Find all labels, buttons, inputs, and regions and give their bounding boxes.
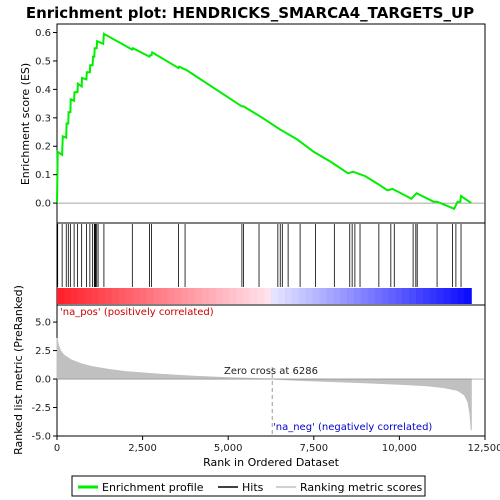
heat-bar-segment bbox=[188, 288, 195, 304]
heat-bar-segment bbox=[306, 288, 313, 304]
heat-bar-segment bbox=[312, 288, 319, 304]
es-y-tick-label: 0.2 bbox=[35, 142, 51, 153]
x-tick-label: 10,000 bbox=[382, 443, 417, 454]
heat-bar-segment bbox=[257, 288, 264, 304]
x-tick-label: 12,500 bbox=[468, 443, 500, 454]
heat-bar-segment bbox=[250, 288, 257, 304]
heat-bar-segment bbox=[57, 288, 64, 304]
heat-bar-segment bbox=[430, 288, 437, 304]
heat-bar-segment bbox=[319, 288, 326, 304]
legend-label-metric: Ranking metric scores bbox=[300, 481, 422, 494]
heat-bar-segment bbox=[78, 288, 85, 304]
heat-bar-segment bbox=[464, 288, 471, 304]
heat-bar-segment bbox=[285, 288, 292, 304]
heat-bar-segment bbox=[388, 288, 395, 304]
pos-correlated-label: 'na_pos' (positively correlated) bbox=[60, 307, 214, 318]
chart-title: Enrichment plot: HENDRICKS_SMARCA4_TARGE… bbox=[26, 4, 474, 22]
es-y-tick-label: 0.1 bbox=[35, 170, 51, 181]
heat-bar-segment bbox=[457, 288, 464, 304]
heat-bar-segment bbox=[223, 288, 230, 304]
zero-cross-label: Zero cross at 6286 bbox=[224, 366, 318, 377]
metric-y-tick-label: 0.0 bbox=[35, 375, 51, 386]
heat-bar-segment bbox=[126, 288, 133, 304]
heat-bar-segment bbox=[326, 288, 333, 304]
x-axis-label: Rank in Ordered Dataset bbox=[203, 456, 340, 469]
legend-label-enrichment: Enrichment profile bbox=[102, 481, 204, 494]
heat-bar-segment bbox=[174, 288, 181, 304]
metric-ylabel: Ranked list metric (PreRanked) bbox=[12, 285, 25, 455]
heat-bar-segment bbox=[402, 288, 409, 304]
heat-bar-segment bbox=[216, 288, 223, 304]
heat-bar-segment bbox=[133, 288, 140, 304]
heat-bar-segment bbox=[354, 288, 361, 304]
heat-bar-segment bbox=[264, 288, 271, 304]
x-tick-label: 5,000 bbox=[214, 443, 243, 454]
heat-bar-segment bbox=[112, 288, 119, 304]
heat-bar-segment bbox=[437, 288, 444, 304]
heat-bar-segment bbox=[140, 288, 147, 304]
x-tick-label: 0 bbox=[54, 443, 60, 454]
heat-bar-segment bbox=[71, 288, 78, 304]
x-tick-label: 7,500 bbox=[299, 443, 328, 454]
heat-bar-segment bbox=[161, 288, 168, 304]
heat-bar-segment bbox=[105, 288, 112, 304]
heat-bar-segment bbox=[243, 288, 250, 304]
metric-y-tick-label: -2.5 bbox=[31, 403, 51, 414]
heat-bar-segment bbox=[333, 288, 340, 304]
es-y-tick-label: 0.3 bbox=[35, 113, 51, 124]
es-ylabel: Enrichment score (ES) bbox=[19, 63, 32, 185]
heat-bar-segment bbox=[230, 288, 237, 304]
heat-bar bbox=[57, 288, 472, 304]
heat-bar-segment bbox=[202, 288, 209, 304]
heat-bar-segment bbox=[209, 288, 216, 304]
heat-bar-segment bbox=[361, 288, 368, 304]
heat-bar-segment bbox=[154, 288, 161, 304]
heat-bar-segment bbox=[119, 288, 126, 304]
heat-bar-segment bbox=[368, 288, 375, 304]
heat-bar-segment bbox=[181, 288, 188, 304]
heat-bar-segment bbox=[395, 288, 402, 304]
heat-bar-segment bbox=[347, 288, 354, 304]
heat-bar-segment bbox=[237, 288, 244, 304]
heat-bar-segment bbox=[167, 288, 174, 304]
heat-bar-segment bbox=[409, 288, 416, 304]
neg-correlated-label: 'na_neg' (negatively correlated) bbox=[273, 422, 432, 433]
heat-bar-segment bbox=[195, 288, 202, 304]
heat-bar-segment bbox=[451, 288, 458, 304]
heat-bar-segment bbox=[444, 288, 451, 304]
heat-bar-segment bbox=[92, 288, 99, 304]
heat-bar-segment bbox=[423, 288, 430, 304]
heat-bar-segment bbox=[292, 288, 299, 304]
heat-bar-segment bbox=[98, 288, 105, 304]
legend-label-hits: Hits bbox=[242, 481, 264, 494]
heat-bar-segment bbox=[299, 288, 306, 304]
metric-y-tick-label: 5.0 bbox=[35, 318, 51, 329]
heat-bar-segment bbox=[85, 288, 92, 304]
heat-bar-segment bbox=[271, 288, 278, 304]
heat-bar-segment bbox=[340, 288, 347, 304]
heat-bar-segment bbox=[416, 288, 423, 304]
heat-bar-segment bbox=[64, 288, 71, 304]
metric-y-tick-label: 2.5 bbox=[35, 346, 51, 357]
heat-bar-segment bbox=[375, 288, 382, 304]
metric-y-tick-label: -5.0 bbox=[31, 432, 51, 443]
es-y-tick-label: 0.5 bbox=[35, 56, 51, 67]
es-y-tick-label: 0.0 bbox=[35, 199, 51, 210]
heat-bar-segment bbox=[147, 288, 154, 304]
x-tick-label: 2,500 bbox=[128, 443, 157, 454]
heat-bar-segment bbox=[382, 288, 389, 304]
heat-bar-segment bbox=[278, 288, 285, 304]
es-y-tick-label: 0.4 bbox=[35, 85, 51, 96]
es-y-tick-label: 0.6 bbox=[35, 28, 51, 39]
